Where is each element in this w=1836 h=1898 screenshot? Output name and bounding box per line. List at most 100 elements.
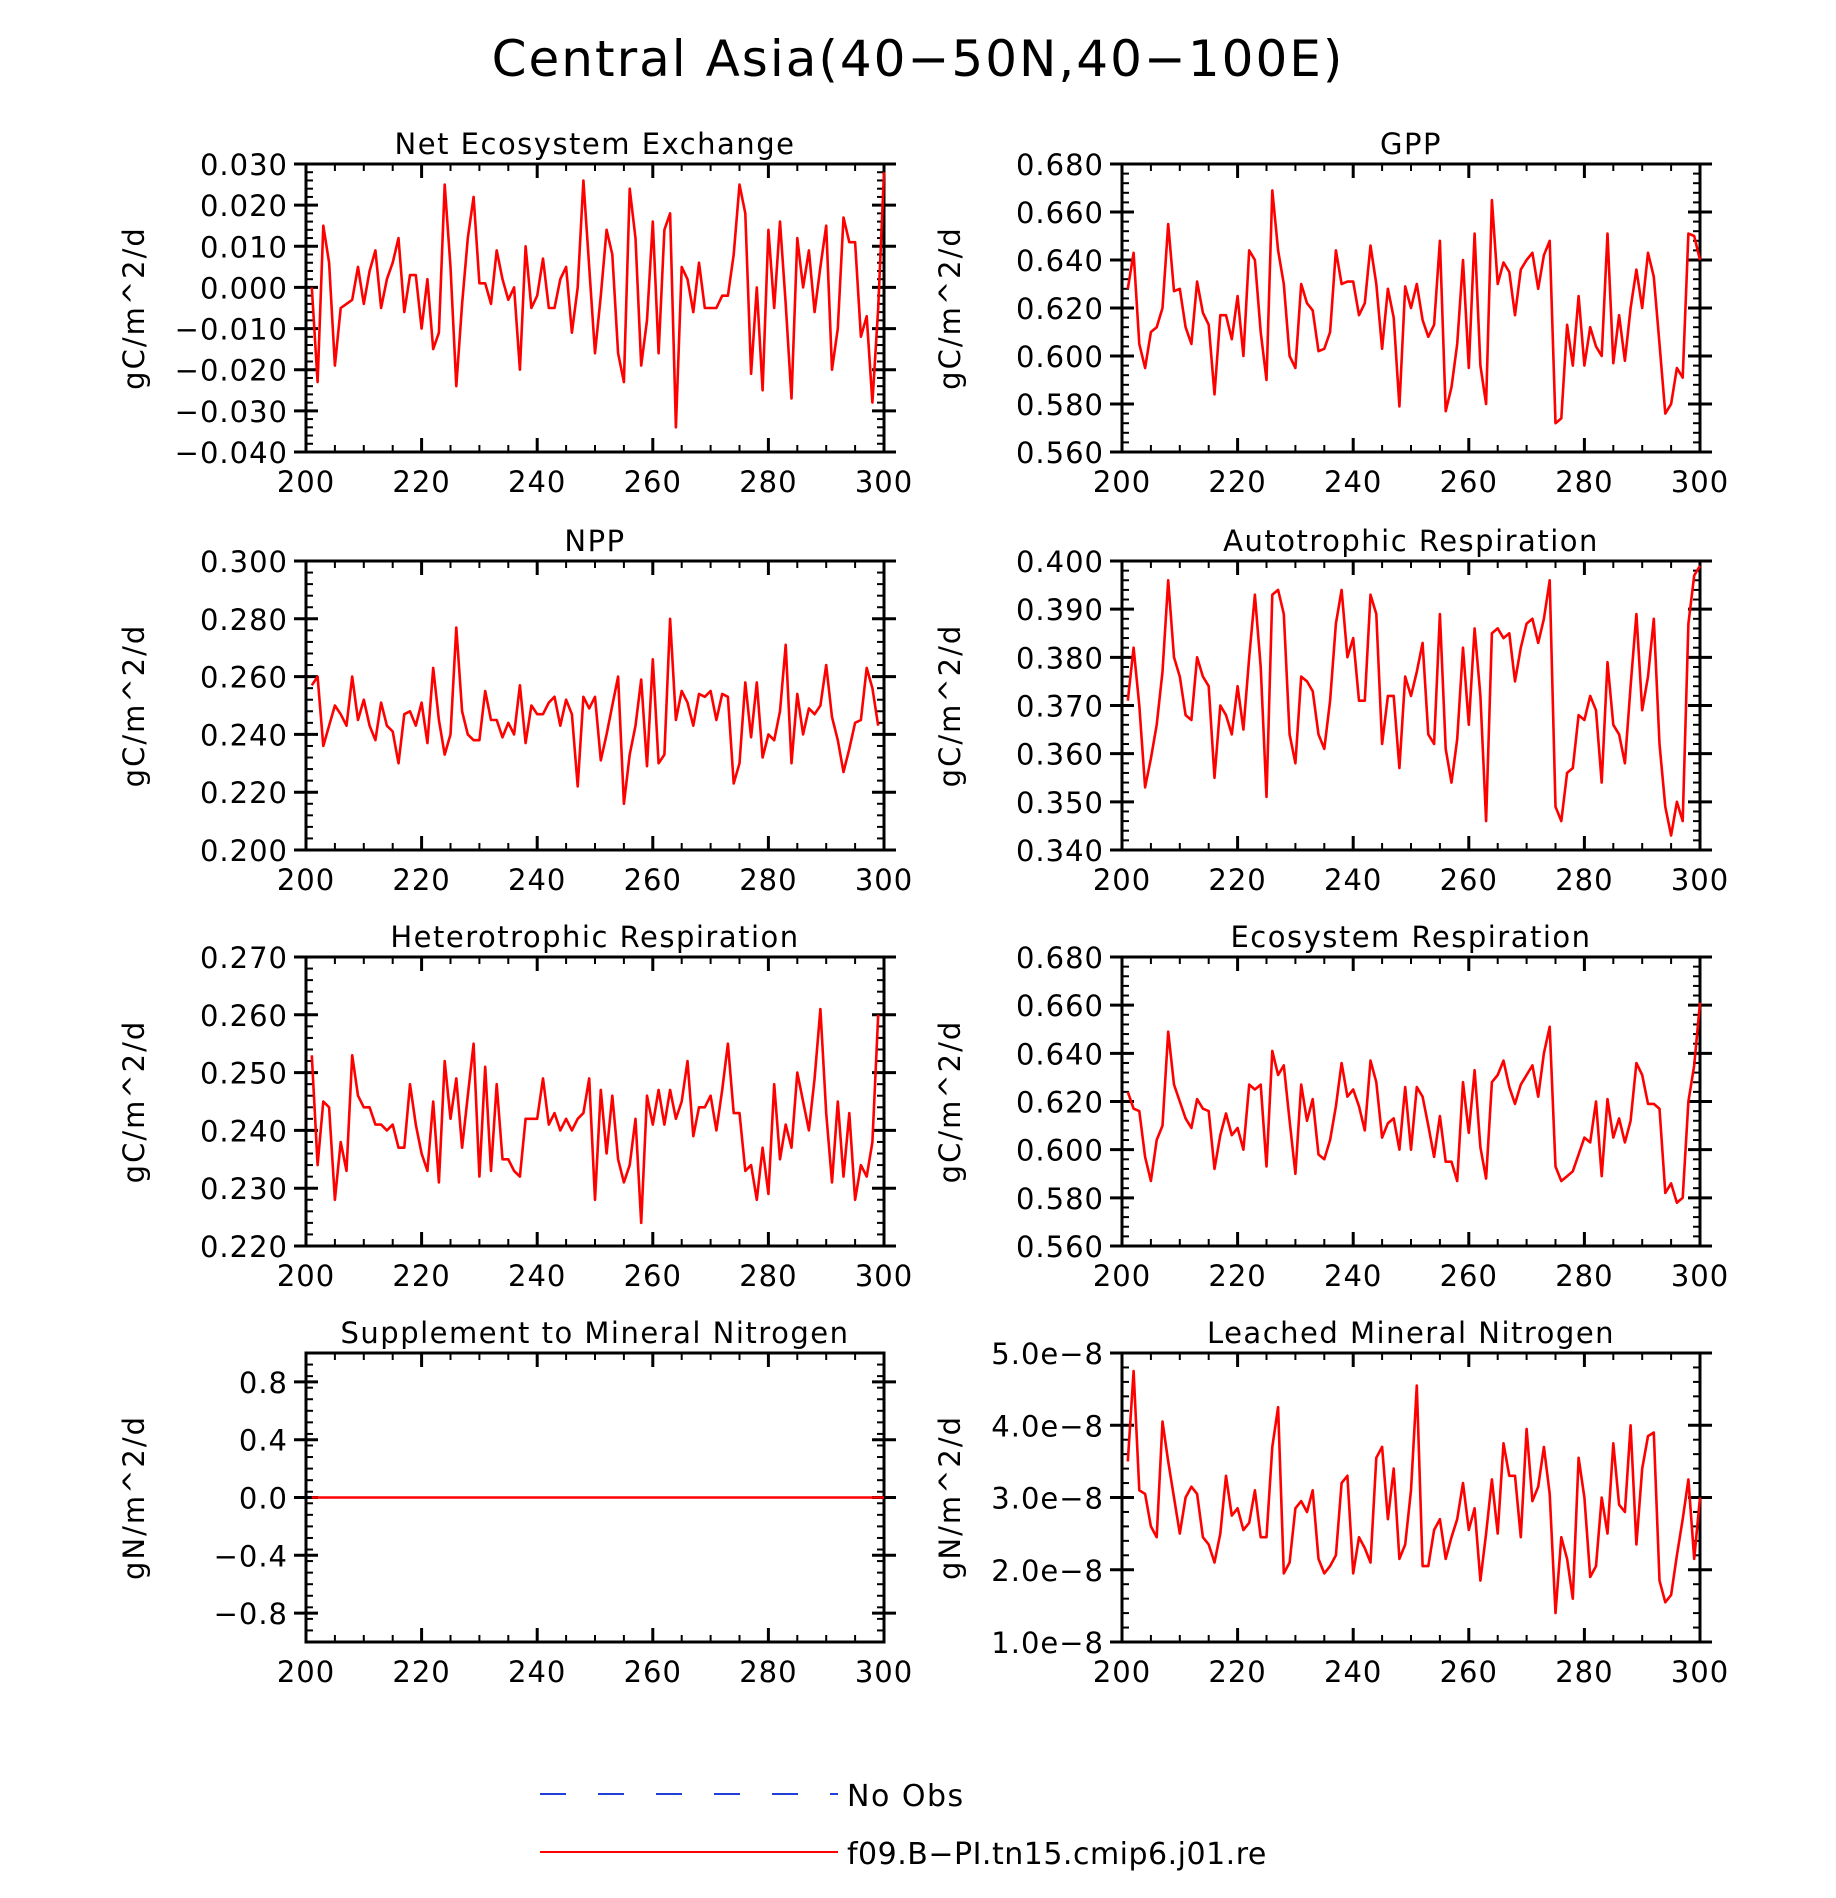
x-tick-label: 220 [1208,863,1266,897]
series-line [310,172,886,429]
y-tick-label: 0.020 [200,189,288,223]
y-axis-label: gC/m^2/d [933,226,967,390]
x-tick-label: 200 [1093,1259,1151,1293]
y-tick-label: 0.400 [1016,545,1104,579]
y-tick-label: 0.340 [1016,834,1104,868]
y-axis-label: gC/m^2/d [117,226,151,390]
y-tick-label: 0.230 [200,1172,288,1206]
figure-title: Central Asia(40−50N,40−100E) [492,30,1345,88]
y-tick-label: 0.560 [1016,1230,1104,1264]
y-tick-label: 0.4 [239,1424,288,1458]
x-tick-label: 240 [508,863,566,897]
x-tick-label: 220 [392,465,450,499]
x-tick-label: 240 [508,465,566,499]
panel-1: 200 220 240 260 280 300 −0.040 −0.030 −0.020 −0.0… [117,127,913,499]
y-tick-label: 0.260 [200,661,288,695]
y-tick-label: 0.220 [200,1230,288,1264]
y-tick-label: 0.380 [1016,641,1104,675]
x-tick-label: 220 [392,1259,450,1293]
y-tick-label: 1.0e−8 [991,1626,1104,1660]
panel-5: 200 220 240 260 280 300 0.220 0.230 0.240 0.250 0.… [117,920,913,1293]
y-tick-label: 0.600 [1016,1134,1104,1168]
panel-4: 200 220 240 260 280 300 0.340 0.350 0.360 0.370 0.… [933,524,1729,897]
y-tick-label: 0.370 [1016,690,1104,724]
y-tick-label: 0.620 [1016,292,1104,326]
y-tick-label: 0.030 [200,148,288,182]
y-tick-label: 0.280 [200,603,288,637]
y-tick-label: 4.0e−8 [991,1409,1104,1443]
y-axis-label: gC/m^2/d [117,1020,151,1184]
x-tick-label: 300 [1671,863,1729,897]
y-tick-label: 0.680 [1016,148,1104,182]
legend-label-model: f09.B−PI.tn15.cmip6.j01.re [847,1837,1267,1872]
y-tick-label: −0.8 [214,1597,288,1631]
x-tick-label: 300 [1671,465,1729,499]
x-tick-label: 260 [624,465,682,499]
x-tick-label: 280 [1555,1259,1613,1293]
y-tick-label: 0.600 [1016,340,1104,374]
y-tick-label: 0.580 [1016,1182,1104,1216]
y-tick-label: 0.660 [1016,196,1104,230]
y-tick-label: −0.010 [175,313,288,347]
panel-8: 200 220 240 260 280 300 1.0e−8 2.0e−8 3.0e−8 4.0e… [933,1316,1729,1689]
y-tick-label: 0.350 [1016,786,1104,820]
y-tick-label: 5.0e−8 [991,1337,1104,1371]
legend-label-obs: No Obs [847,1779,965,1814]
y-tick-label: 0.0 [239,1482,288,1516]
series-line [1126,565,1702,837]
y-tick-label: 0.000 [200,271,288,305]
series-line [1126,189,1702,425]
panel-title: NPP [564,524,625,558]
x-tick-label: 200 [277,465,335,499]
x-tick-label: 280 [1555,1655,1613,1689]
y-tick-label: 0.580 [1016,388,1104,422]
panel-title: GPP [1380,127,1442,161]
y-tick-label: 0.240 [200,1114,288,1148]
panel-6: 200 220 240 260 280 300 0.560 0.580 0.600 0.620 0.… [933,920,1728,1293]
y-tick-label: 0.240 [200,718,288,752]
plot-frame [1120,955,1702,1248]
y-tick-label: 0.360 [1016,738,1104,772]
y-tick-label: 0.560 [1016,436,1104,470]
x-tick-label: 260 [624,1259,682,1293]
x-tick-label: 200 [1093,465,1151,499]
panel-7: 200 220 240 260 280 300 −0.8 −0.4 0.0 0.4 0.8 Suppl… [117,1316,912,1689]
x-tick-label: 280 [739,863,797,897]
y-tick-label: 0.250 [200,1057,288,1091]
y-tick-label: 0.260 [200,999,288,1033]
x-tick-label: 240 [1324,1655,1382,1689]
x-tick-label: 200 [277,1655,335,1689]
x-tick-label: 300 [1671,1655,1729,1689]
x-tick-label: 300 [855,1259,913,1293]
x-tick-label: 260 [624,863,682,897]
x-tick-label: 280 [1555,863,1613,897]
x-tick-label: 220 [1208,1655,1266,1689]
x-tick-label: 300 [855,465,913,499]
y-axis-label: gC/m^2/d [933,624,967,788]
y-axis-label: gN/m^2/d [933,1415,967,1580]
y-tick-label: 3.0e−8 [991,1482,1104,1516]
x-tick-label: 280 [739,465,797,499]
y-tick-label: 0.390 [1016,593,1104,627]
x-tick-label: 240 [508,1655,566,1689]
x-tick-label: 240 [1324,863,1382,897]
y-tick-label: 0.200 [200,834,288,868]
panel-2: 200 220 240 260 280 300 0.560 0.580 0.600 0.620 0.… [933,127,1729,499]
panel-3: 200 220 240 260 280 300 0.200 0.220 0.240 0.260 0.… [117,524,913,897]
y-tick-label: −0.4 [214,1539,288,1573]
y-tick-label: −0.040 [175,436,288,470]
y-tick-label: 0.270 [200,941,288,975]
panels: 200 220 240 260 280 300 −0.040 −0.030 −0.020 −0.0… [117,127,1729,1689]
x-tick-label: 260 [1440,465,1498,499]
y-tick-label: 0.640 [1016,1037,1104,1071]
x-tick-label: 240 [1324,465,1382,499]
x-tick-label: 280 [739,1259,797,1293]
x-tick-label: 300 [855,863,913,897]
panel-title: Leached Mineral Nitrogen [1207,1316,1615,1350]
x-tick-label: 260 [1440,1259,1498,1293]
series-line [1126,1369,1702,1615]
x-tick-label: 220 [392,1655,450,1689]
y-tick-label: 0.680 [1016,941,1104,975]
panel-title: Ecosystem Respiration [1230,920,1591,954]
